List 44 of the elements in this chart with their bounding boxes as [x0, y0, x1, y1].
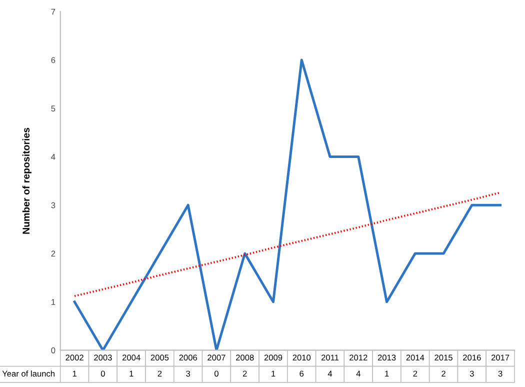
data-label: 2 [442, 370, 446, 377]
y-tick-label: 1 [52, 299, 56, 305]
data-label: 1 [385, 370, 389, 377]
data-label: 0 [214, 370, 218, 377]
y-tick-label: 4 [51, 154, 56, 160]
y-tick-label: 6 [51, 57, 56, 64]
x-tick-label: 2009 [264, 354, 282, 361]
x-tick-label: 2006 [179, 354, 197, 361]
line-series [74, 192, 502, 298]
x-tick-label: 2010 [292, 354, 311, 361]
x-tick-label: 2014 [406, 354, 424, 361]
y-tick-label: 5 [51, 106, 56, 112]
data-label: 2 [242, 370, 247, 377]
line-series [73, 58, 502, 350]
data-label: 1 [72, 370, 76, 377]
y-tick-label: 2 [51, 250, 56, 257]
data-label: 3 [186, 370, 190, 377]
x-tick-label: 2004 [122, 354, 140, 361]
x-tick-label: 2012 [350, 354, 368, 361]
data-label: 4 [356, 370, 360, 377]
x-tick-label: 2002 [66, 354, 84, 361]
x-tick-label: 2013 [378, 354, 396, 361]
data-label: 2 [413, 370, 418, 377]
data-label: 2 [158, 370, 162, 377]
data-label: 3 [498, 370, 502, 377]
x-tick-label: 2016 [463, 354, 481, 361]
data-label: 1 [130, 370, 134, 377]
x-tick-label: 2011 [321, 354, 339, 361]
x-tick-label: 2005 [150, 354, 169, 361]
y-axis-title: Number of repositories [22, 128, 32, 234]
data-label: 3 [470, 370, 474, 377]
data-label: 4 [328, 370, 332, 377]
data-label: 6 [300, 370, 304, 377]
x-tick-label: 2017 [491, 354, 510, 361]
data-label: 0 [100, 370, 105, 377]
y-tick-label: 7 [51, 8, 56, 15]
data-label: 1 [272, 370, 276, 377]
x-tick-label: 2015 [434, 354, 452, 361]
text: Year of launch [2, 370, 54, 377]
y-tick-label: 3 [51, 202, 56, 208]
x-tick-label: 2008 [236, 354, 254, 361]
x-tick-label: 2007 [208, 354, 226, 361]
y-tick-label: 0 [51, 347, 56, 354]
x-tick-label: 2003 [94, 354, 112, 361]
